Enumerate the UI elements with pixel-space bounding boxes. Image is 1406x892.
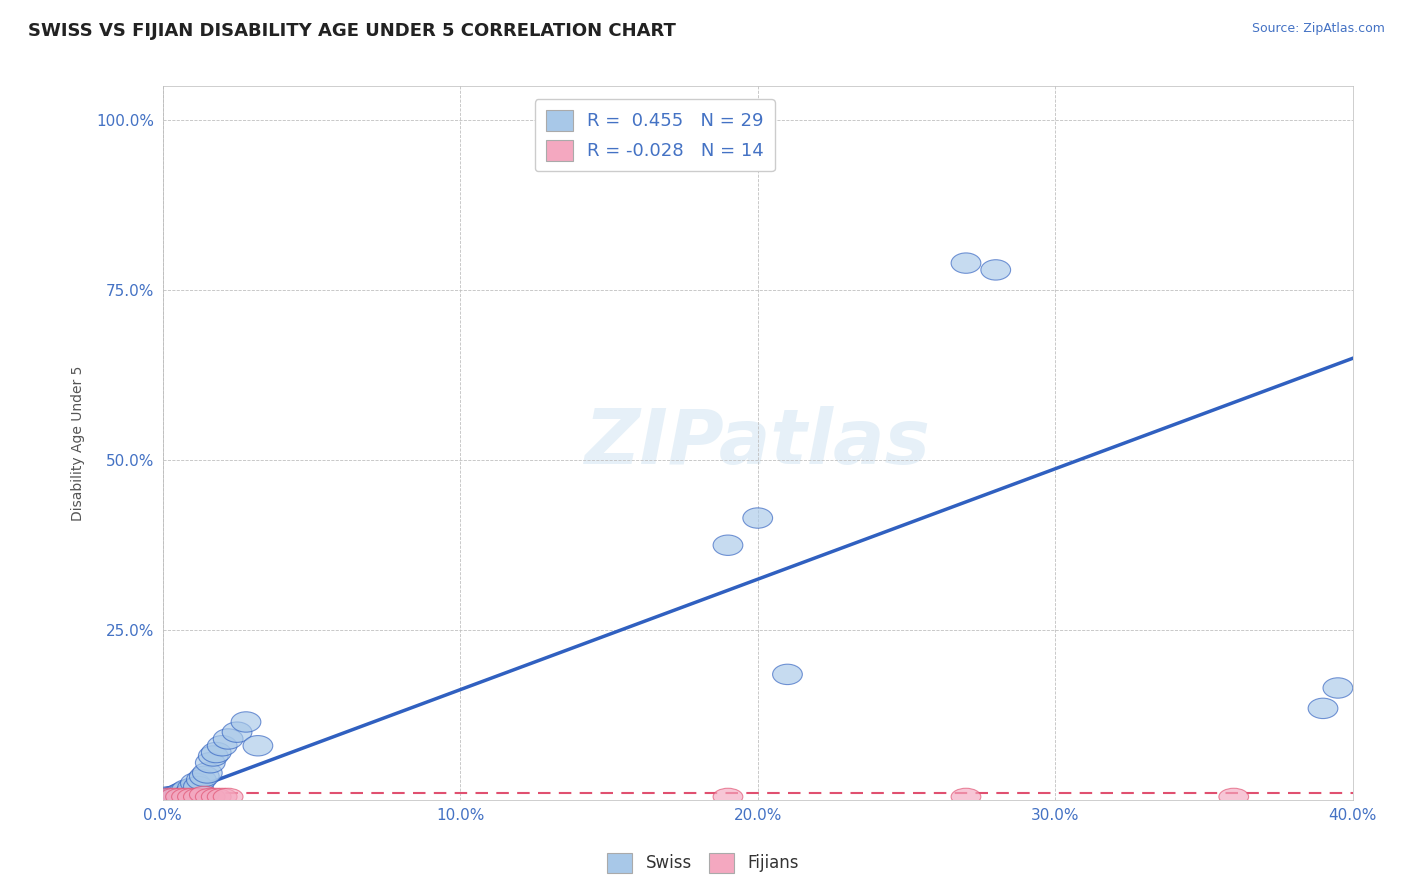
Ellipse shape xyxy=(169,781,198,802)
Ellipse shape xyxy=(950,253,981,273)
Ellipse shape xyxy=(713,789,742,805)
Text: ZIPatlas: ZIPatlas xyxy=(585,406,931,480)
Ellipse shape xyxy=(153,787,184,807)
Ellipse shape xyxy=(177,789,207,805)
Ellipse shape xyxy=(172,789,201,805)
Ellipse shape xyxy=(195,789,225,805)
Ellipse shape xyxy=(1219,789,1249,805)
Ellipse shape xyxy=(214,729,243,749)
Y-axis label: Disability Age Under 5: Disability Age Under 5 xyxy=(72,366,86,521)
Ellipse shape xyxy=(981,260,1011,280)
Legend: R =  0.455   N = 29, R = -0.028   N = 14: R = 0.455 N = 29, R = -0.028 N = 14 xyxy=(534,99,775,171)
Text: SWISS VS FIJIAN DISABILITY AGE UNDER 5 CORRELATION CHART: SWISS VS FIJIAN DISABILITY AGE UNDER 5 C… xyxy=(28,22,676,40)
Ellipse shape xyxy=(184,789,214,805)
Ellipse shape xyxy=(187,770,217,790)
Ellipse shape xyxy=(184,776,214,797)
Ellipse shape xyxy=(207,736,238,756)
Ellipse shape xyxy=(160,787,190,807)
Ellipse shape xyxy=(713,535,742,556)
Ellipse shape xyxy=(163,784,193,805)
Ellipse shape xyxy=(201,789,231,805)
Ellipse shape xyxy=(772,665,803,684)
Ellipse shape xyxy=(198,746,228,766)
Ellipse shape xyxy=(166,783,195,804)
Ellipse shape xyxy=(742,508,772,528)
Ellipse shape xyxy=(214,789,243,805)
Ellipse shape xyxy=(172,780,201,800)
Ellipse shape xyxy=(190,766,219,787)
Ellipse shape xyxy=(160,789,190,805)
Ellipse shape xyxy=(201,742,231,763)
Ellipse shape xyxy=(222,722,252,742)
Ellipse shape xyxy=(166,789,195,805)
Ellipse shape xyxy=(231,712,262,732)
Ellipse shape xyxy=(193,763,222,783)
Ellipse shape xyxy=(243,736,273,756)
Ellipse shape xyxy=(153,789,184,805)
Ellipse shape xyxy=(177,778,207,798)
Text: Source: ZipAtlas.com: Source: ZipAtlas.com xyxy=(1251,22,1385,36)
Ellipse shape xyxy=(156,787,187,807)
Ellipse shape xyxy=(1308,698,1339,719)
Legend: Swiss, Fijians: Swiss, Fijians xyxy=(600,847,806,880)
Ellipse shape xyxy=(207,789,238,805)
Ellipse shape xyxy=(180,773,211,793)
Ellipse shape xyxy=(1323,678,1353,698)
Ellipse shape xyxy=(190,786,219,803)
Ellipse shape xyxy=(174,783,204,804)
Ellipse shape xyxy=(950,789,981,805)
Ellipse shape xyxy=(195,753,225,773)
